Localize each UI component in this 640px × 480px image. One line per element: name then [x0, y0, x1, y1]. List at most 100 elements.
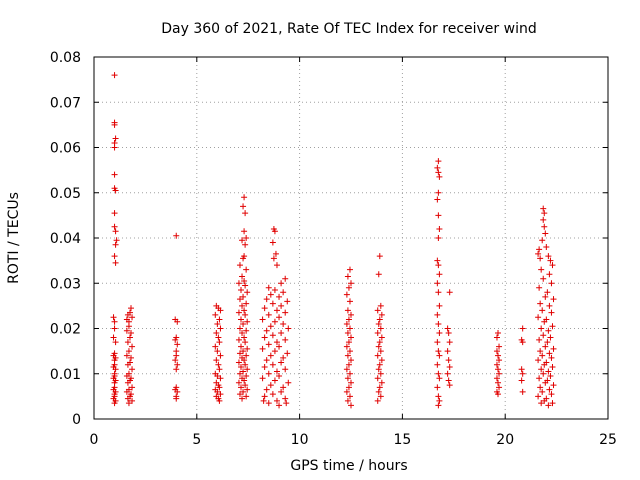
data-point — [243, 373, 250, 380]
data-point — [280, 320, 287, 327]
data-point — [213, 357, 220, 364]
data-point — [376, 253, 383, 260]
data-point — [348, 311, 354, 318]
data-point — [273, 368, 280, 375]
data-point — [271, 228, 278, 235]
data-point — [239, 395, 246, 402]
data-point — [535, 357, 542, 364]
data-point — [212, 311, 219, 318]
data-point — [124, 361, 131, 368]
data-point — [271, 348, 278, 355]
data-point — [542, 293, 549, 300]
data-point — [111, 400, 118, 407]
data-point — [538, 400, 545, 407]
data-point — [435, 189, 442, 196]
data-point — [235, 309, 242, 316]
data-point — [348, 334, 354, 341]
data-point — [240, 255, 247, 262]
data-point — [282, 275, 289, 282]
data-point — [536, 375, 543, 382]
data-point — [269, 332, 276, 339]
data-point — [519, 388, 526, 395]
x-tick-label: 0 — [90, 432, 99, 448]
data-point — [519, 370, 526, 377]
data-point — [285, 379, 292, 386]
data-point — [124, 339, 131, 346]
data-point — [541, 210, 548, 217]
data-point — [374, 307, 381, 314]
data-point — [545, 402, 552, 409]
data-point — [213, 330, 220, 337]
data-point — [538, 325, 545, 332]
data-point — [263, 357, 270, 364]
data-point — [125, 400, 132, 407]
data-point — [344, 375, 351, 382]
data-point — [123, 352, 130, 359]
data-point — [434, 280, 441, 287]
y-tick-labels: 0 0.01 0.02 0.03 0.04 0.05 0.06 0.07 0.08 — [50, 50, 81, 428]
data-point — [549, 400, 556, 407]
data-point — [346, 370, 353, 377]
data-point — [243, 352, 250, 359]
data-point — [265, 341, 272, 348]
data-point — [273, 339, 280, 346]
data-point — [375, 366, 382, 373]
data-point — [235, 359, 242, 366]
data-point — [548, 280, 555, 287]
data-point — [239, 302, 246, 309]
data-point — [261, 334, 268, 341]
data-point — [276, 343, 283, 350]
data-point — [271, 377, 278, 384]
data-point — [215, 361, 222, 368]
data-point — [244, 386, 251, 393]
data-point — [236, 350, 243, 357]
data-point — [111, 171, 118, 178]
data-point — [244, 318, 251, 325]
data-point — [129, 343, 136, 350]
data-point — [276, 314, 283, 321]
data-point — [123, 388, 130, 395]
data-point — [495, 366, 502, 373]
data-point — [495, 391, 502, 398]
y-tick-label: 0.03 — [50, 276, 81, 292]
data-point — [238, 363, 245, 370]
data-point — [236, 296, 243, 303]
data-point — [124, 395, 131, 402]
data-point — [282, 366, 289, 373]
data-point — [343, 388, 350, 395]
data-point — [269, 361, 276, 368]
data-point — [435, 320, 442, 327]
data-point — [542, 343, 549, 350]
data-point — [242, 311, 249, 318]
data-point — [243, 393, 250, 400]
data-point — [269, 300, 276, 307]
data-point — [538, 266, 545, 273]
data-point — [546, 302, 553, 309]
data-point — [271, 318, 278, 325]
data-point — [535, 314, 542, 321]
data-point — [550, 345, 557, 352]
data-point — [239, 237, 246, 244]
data-point — [238, 316, 245, 323]
data-point — [285, 325, 292, 332]
data-point — [540, 216, 547, 223]
data-point — [346, 266, 353, 273]
data-point — [548, 309, 555, 316]
data-point — [269, 239, 276, 246]
data-point — [537, 348, 544, 355]
data-point — [518, 377, 525, 384]
data-point — [241, 377, 248, 384]
data-point — [541, 361, 548, 368]
data-point — [547, 334, 554, 341]
data-point — [284, 298, 291, 305]
data-point — [435, 235, 442, 241]
data-point — [374, 397, 381, 404]
data-point — [445, 330, 452, 337]
data-point — [545, 253, 552, 260]
data-point — [128, 354, 135, 361]
axis-ticks — [93, 56, 609, 420]
data-point — [434, 257, 441, 264]
data-point — [236, 391, 243, 398]
data-point — [343, 320, 350, 327]
data-point — [435, 158, 442, 165]
